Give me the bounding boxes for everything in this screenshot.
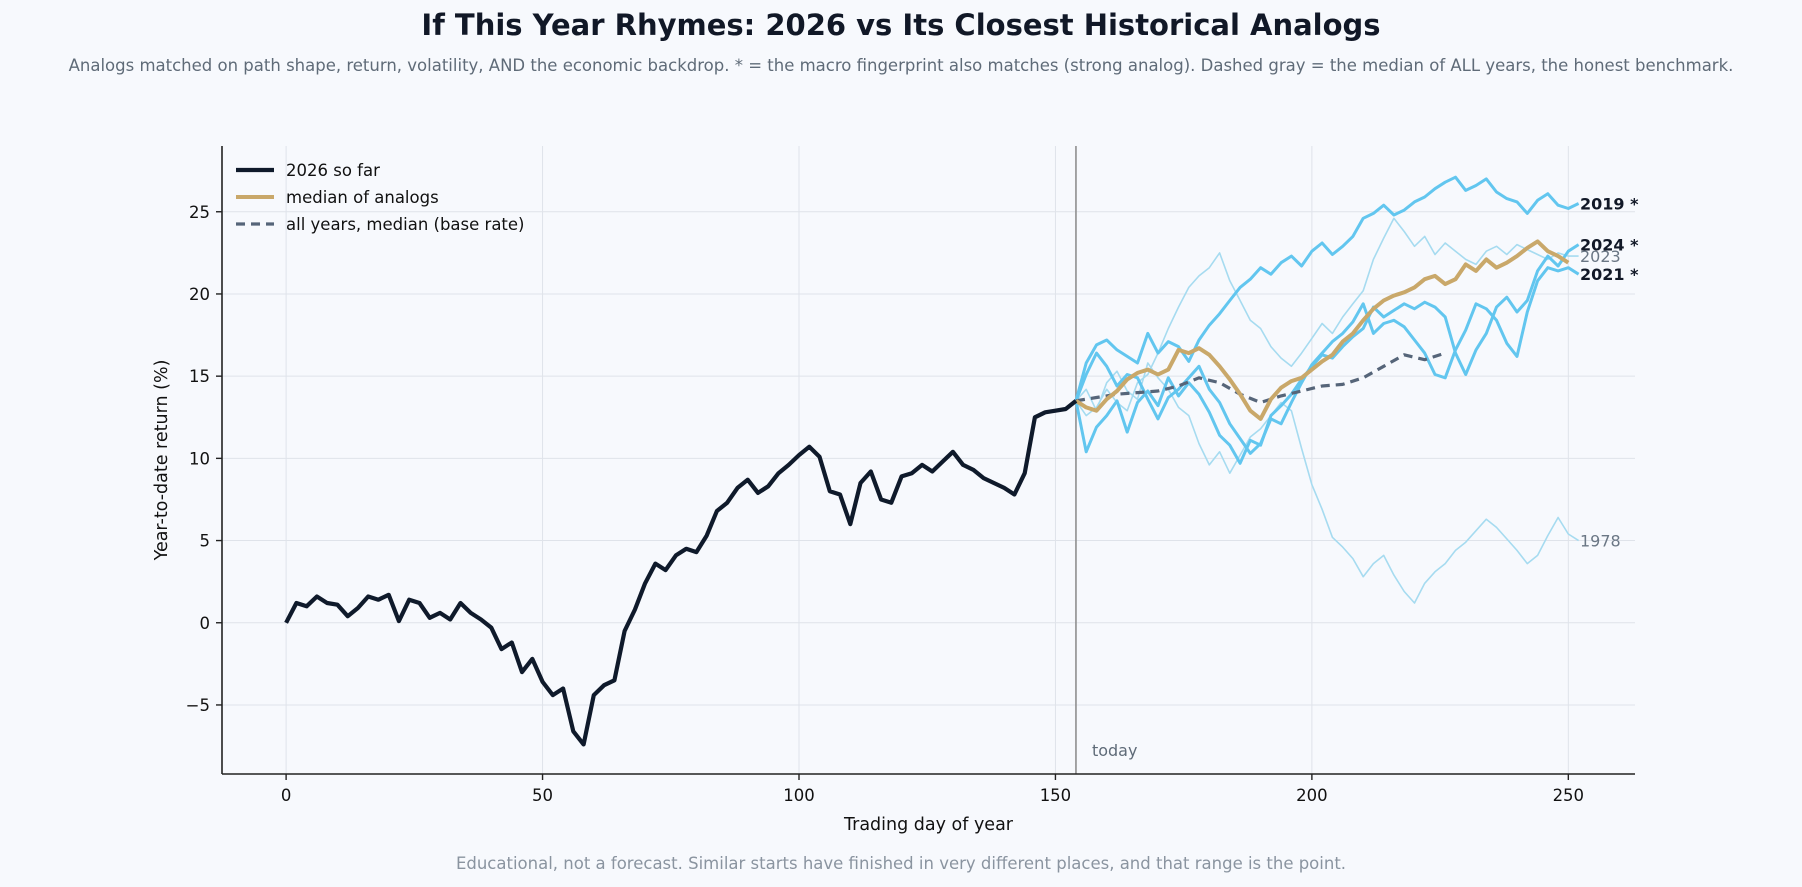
y-tick-label: 20: [189, 285, 210, 304]
y-tick-label: 0: [200, 614, 211, 633]
current-year-line: [284, 399, 1078, 747]
today-label: today: [1092, 741, 1138, 760]
analog-end-label: 1978: [1580, 532, 1621, 551]
base-rate-line: [1075, 351, 1446, 405]
median-analogs-line: [1074, 239, 1570, 421]
axes-layer: Trading day of year Year-to-date return …: [152, 146, 1635, 835]
chart-subtitle: Analogs matched on path shape, return, v…: [68, 56, 1734, 75]
y-tick-label: −5: [186, 696, 210, 715]
analog-end-label: 2019 *: [1580, 195, 1639, 214]
analog-line-2021: [1074, 266, 1580, 455]
y-axis-label: Year-to-date return (%): [152, 360, 172, 562]
y-tick-label: 5: [200, 532, 211, 551]
legend-label: 2026 so far: [286, 161, 380, 180]
chart-footnote: Educational, not a forecast. Similar sta…: [455, 854, 1347, 873]
y-tick-label: 15: [189, 367, 210, 386]
analog-line-1978: [1075, 362, 1580, 604]
legend: 2026 so far median of analogs all years, m…: [236, 161, 525, 234]
x-tick-label: 100: [783, 786, 815, 805]
analog-end-label: 2024 *: [1580, 236, 1639, 255]
chart-title: If This Year Rhymes: 2026 vs Its Closest…: [421, 8, 1381, 42]
analog-end-label: 2021 *: [1580, 265, 1639, 284]
series-layer: 2019 * 2024 * 2021 *2023 1978: [284, 175, 1639, 747]
x-axis-label: Trading day of year: [843, 815, 1014, 835]
legend-label: all years, median (base rate): [286, 215, 525, 234]
x-tick-label: 200: [1296, 786, 1328, 805]
grid-layer: [222, 146, 1635, 774]
x-tick-label: 150: [1040, 786, 1072, 805]
x-tick-label: 250: [1553, 786, 1585, 805]
y-tick-label: 25: [189, 203, 210, 222]
y-tick-label: 10: [189, 449, 210, 468]
analog-end-label: 2023: [1580, 247, 1621, 266]
analog-line-2024: [1074, 243, 1580, 465]
analog-line-2019: [1074, 175, 1580, 402]
x-tick-label: 0: [281, 786, 292, 805]
x-tick-label: 50: [532, 786, 553, 805]
legend-label: median of analogs: [286, 188, 439, 207]
